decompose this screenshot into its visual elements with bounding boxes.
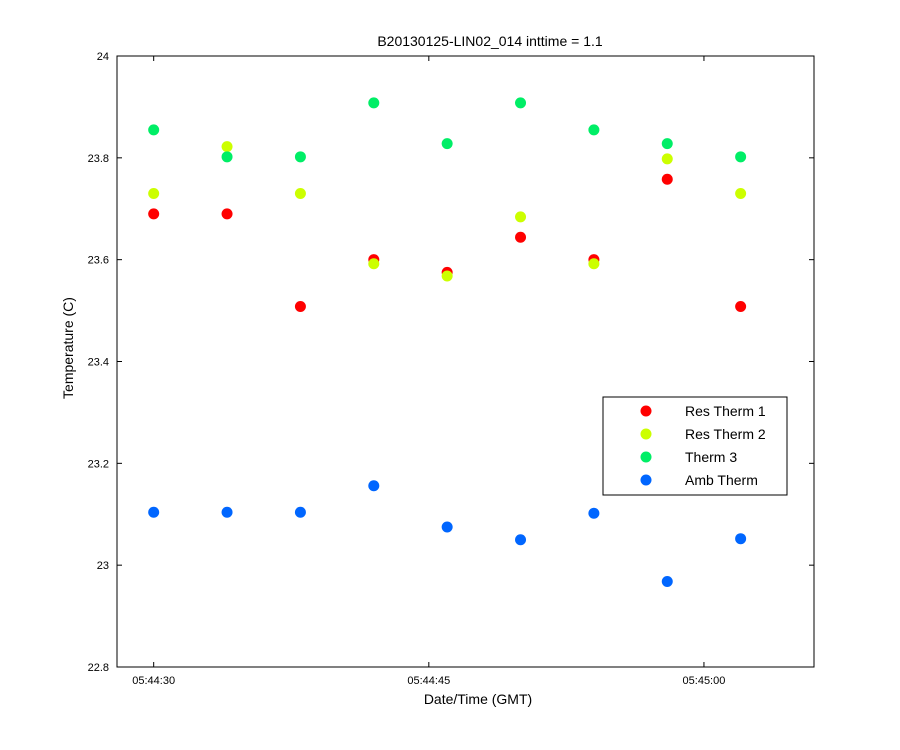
point-amb-therm (588, 507, 600, 519)
point-therm-3 (441, 138, 453, 150)
point-therm-3 (661, 138, 673, 150)
point-therm-3 (515, 97, 527, 109)
legend-marker-res-therm-2 (640, 428, 652, 440)
x-tick-label: 05:44:30 (132, 675, 175, 687)
point-res-therm-1 (515, 231, 527, 243)
y-tick-label: 23 (97, 560, 109, 572)
legend-label-therm-3: Therm 3 (685, 449, 737, 465)
y-tick-label: 23.8 (88, 153, 109, 165)
point-amb-therm (515, 534, 527, 546)
point-res-therm-2 (735, 187, 747, 199)
x-axis-label: Date/Time (GMT) (424, 691, 532, 707)
point-amb-therm (294, 506, 306, 518)
legend: Res Therm 1 Res Therm 2 Therm 3 Amb Therm (602, 396, 788, 496)
point-therm-3 (588, 124, 600, 136)
y-axis: 22.8 23 23.2 23.4 23.6 23.8 24 (88, 51, 814, 674)
point-amb-therm (735, 533, 747, 545)
point-res-therm-2 (221, 141, 233, 153)
point-therm-3 (735, 151, 747, 163)
legend-label-amb-therm: Amb Therm (685, 472, 758, 488)
y-tick-label: 23.2 (88, 458, 109, 470)
legend-marker-therm-3 (640, 451, 652, 463)
point-res-therm-2 (515, 211, 527, 223)
point-res-therm-1 (294, 301, 306, 313)
point-therm-3 (148, 124, 160, 136)
legend-label-res-therm-2: Res Therm 2 (685, 426, 766, 442)
y-tick-label: 23.4 (88, 357, 109, 369)
chart-title: B20130125-LIN02_014 inttime = 1.1 (377, 33, 603, 49)
x-tick-label: 05:45:00 (683, 675, 726, 687)
point-res-therm-1 (221, 208, 233, 220)
y-tick-label: 24 (97, 51, 109, 63)
legend-box (602, 396, 788, 496)
point-res-therm-2 (294, 187, 306, 199)
point-res-therm-2 (148, 187, 160, 199)
point-res-therm-2 (588, 258, 600, 270)
legend-marker-res-therm-1 (640, 405, 652, 417)
y-tick-label: 22.8 (88, 662, 109, 674)
point-amb-therm (221, 506, 233, 518)
point-res-therm-2 (368, 258, 380, 270)
plot-area (116, 55, 815, 668)
point-res-therm-1 (148, 208, 160, 220)
point-amb-therm (661, 575, 673, 587)
x-axis: 05:44:30 05:44:45 05:45:00 (132, 56, 725, 687)
point-amb-therm (148, 506, 160, 518)
point-therm-3 (294, 151, 306, 163)
y-tick-label: 23.6 (88, 255, 109, 267)
point-amb-therm (441, 521, 453, 533)
point-therm-3 (221, 151, 233, 163)
point-res-therm-2 (441, 270, 453, 282)
data-points (148, 97, 747, 587)
y-axis-label: Temperature (C) (60, 297, 76, 399)
point-res-therm-2 (661, 153, 673, 165)
x-tick-label: 05:44:45 (407, 675, 450, 687)
point-therm-3 (368, 97, 380, 109)
point-res-therm-1 (661, 173, 673, 185)
legend-marker-amb-therm (640, 474, 652, 486)
legend-label-res-therm-1: Res Therm 1 (685, 403, 766, 419)
point-res-therm-1 (735, 301, 747, 313)
point-amb-therm (368, 480, 380, 492)
